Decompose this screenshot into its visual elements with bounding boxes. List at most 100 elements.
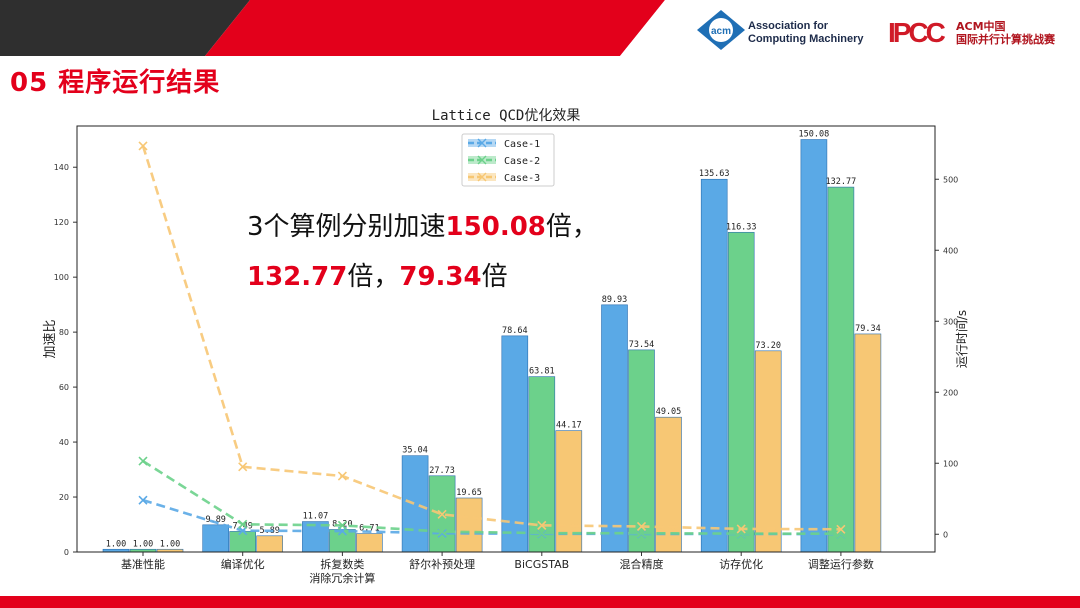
header-dark-stripe [0,0,250,56]
chart-title: Lattice QCD优化效果 [432,108,581,124]
runtime-marker [636,528,647,538]
runtime-marker [138,141,148,151]
bar-value-label: 1.00 [106,539,126,549]
x-tick-label: 舒尔补预处理 [409,557,475,571]
runtime-line-case-2 [142,460,841,535]
overlay-value-case1: 150.08 [445,212,546,242]
acm-line1: Association for [748,20,829,32]
speedup-chart: Lattice QCD优化效果 0 20 40 60 80 100 120 140 0 100 200… [43,108,969,585]
bar-case-1 [401,455,429,553]
bar-case-1 [302,521,329,553]
overlay-line-1: 3个算例分别加速150.08倍， [247,206,598,243]
runtime-marker [437,509,447,519]
bar-value-label: 135.63 [699,169,730,179]
runtime-marker [138,495,148,505]
y-tick-label: 80 [59,328,69,337]
runtime-marker [238,519,248,529]
y-tick-label: 20 [59,493,69,502]
bar-case-2 [528,376,556,553]
legend-label: Case-1 [504,139,540,150]
bar-value-label: 19.65 [456,488,482,498]
bar-case-1 [501,335,529,553]
y-tick-label: 100 [54,273,69,282]
bar-value-label: 63.81 [529,367,555,377]
acm-badge-text: acm [711,26,731,37]
bar-value-label: 78.64 [502,326,528,336]
runtime-marker [437,527,447,537]
x-tick-label: 基准性能 [121,557,165,571]
bar-case-1 [202,524,229,553]
plot-frame [76,125,936,553]
y2-tick-label: 400 [943,246,958,255]
y-axis-label: 加速比 [43,319,58,358]
y2-tick-label: 100 [943,459,958,468]
runtime-marker [537,528,547,538]
legend-swatch-marker [477,138,487,148]
runtime-marker [636,521,647,532]
x-tick-label: BiCGSTAB [514,558,569,571]
runtime-marker [238,462,248,472]
ipcc-logo: IPCC [888,17,949,48]
ipcc-wordmark: ACM中国 国际并行计算挑战赛 [956,20,1055,46]
bar-value-label: 27.73 [429,466,455,476]
x-tick-label: 混合精度 [620,557,664,571]
acm-logo: acm [697,10,745,50]
acm-circle-icon [709,18,733,42]
y-tick-label: 120 [54,218,69,227]
x-tick-label: 编译优化 [221,557,265,571]
ipcc-line2: 国际并行计算挑战赛 [956,33,1055,46]
y-tick-label: 60 [59,383,69,392]
bar-case-2 [329,529,356,553]
overlay-prefix: 3个算例分别加速 [247,212,446,242]
overlay-suffix-1: 倍， [545,212,598,242]
y-tick-label: 0 [64,548,69,557]
runtime-marker [138,456,148,466]
legend-swatch-marker [477,172,487,182]
overlay-suffix-2: 倍 [481,262,508,292]
bar-case-3 [256,535,284,553]
runtime-marker [736,524,746,534]
y2-tick-label: 0 [943,530,948,539]
header-band [0,0,1080,56]
section-title: 05 程序运行结果 [10,68,221,98]
bar-value-label: 9.89 [205,515,225,525]
bar-value-label: 1.00 [133,539,153,549]
y2-tick-label: 300 [943,317,958,326]
bar-value-label: 132.77 [826,177,857,187]
bar-case-2 [827,186,855,553]
overlay-mid: 倍， [347,262,400,292]
y2-axis-label: 运行时间/s [955,310,969,368]
bar-case-3 [655,416,682,553]
acm-line2: Computing Machinery [748,33,864,45]
bar-value-label: 116.33 [726,222,757,232]
bar-case-1 [700,178,728,553]
bar-value-label: 73.54 [629,340,655,350]
header-white-panel [620,0,1080,56]
bar-case-1 [601,304,628,553]
bar-case-3 [854,333,882,553]
runtime-marker [836,524,846,534]
y2-tick-label: 500 [943,175,958,184]
runtime-line-case-3 [141,145,841,531]
legend-swatch-marker [477,155,487,165]
x-tick-label: 调整运行参数 [808,557,874,571]
overlay-line-2: 132.77倍，79.34倍 [247,256,508,293]
bar-case-3 [356,533,383,553]
runtime-marker [337,520,347,530]
legend-label: Case-2 [504,156,540,167]
y-tick-label: 140 [54,163,69,172]
y2-tick-label: 200 [943,388,958,397]
bar-case-2 [727,231,755,553]
acm-wordmark: Association for Computing Machinery [748,20,864,46]
footer-band [0,596,1080,608]
header-red-stripe [205,0,665,56]
runtime-marker [537,520,547,530]
overlay-value-case3: 79.34 [399,262,482,292]
x-tick-label: 访存优化 [719,557,763,571]
overlay-value-case2: 132.77 [247,262,348,292]
x-tick-label: 消除冗余计算 [309,571,375,585]
y-tick-label: 40 [59,438,69,447]
bar-case-3 [754,350,782,553]
ipcc-mark: IPCC [888,17,946,48]
bar-value-label: 73.20 [755,341,781,351]
